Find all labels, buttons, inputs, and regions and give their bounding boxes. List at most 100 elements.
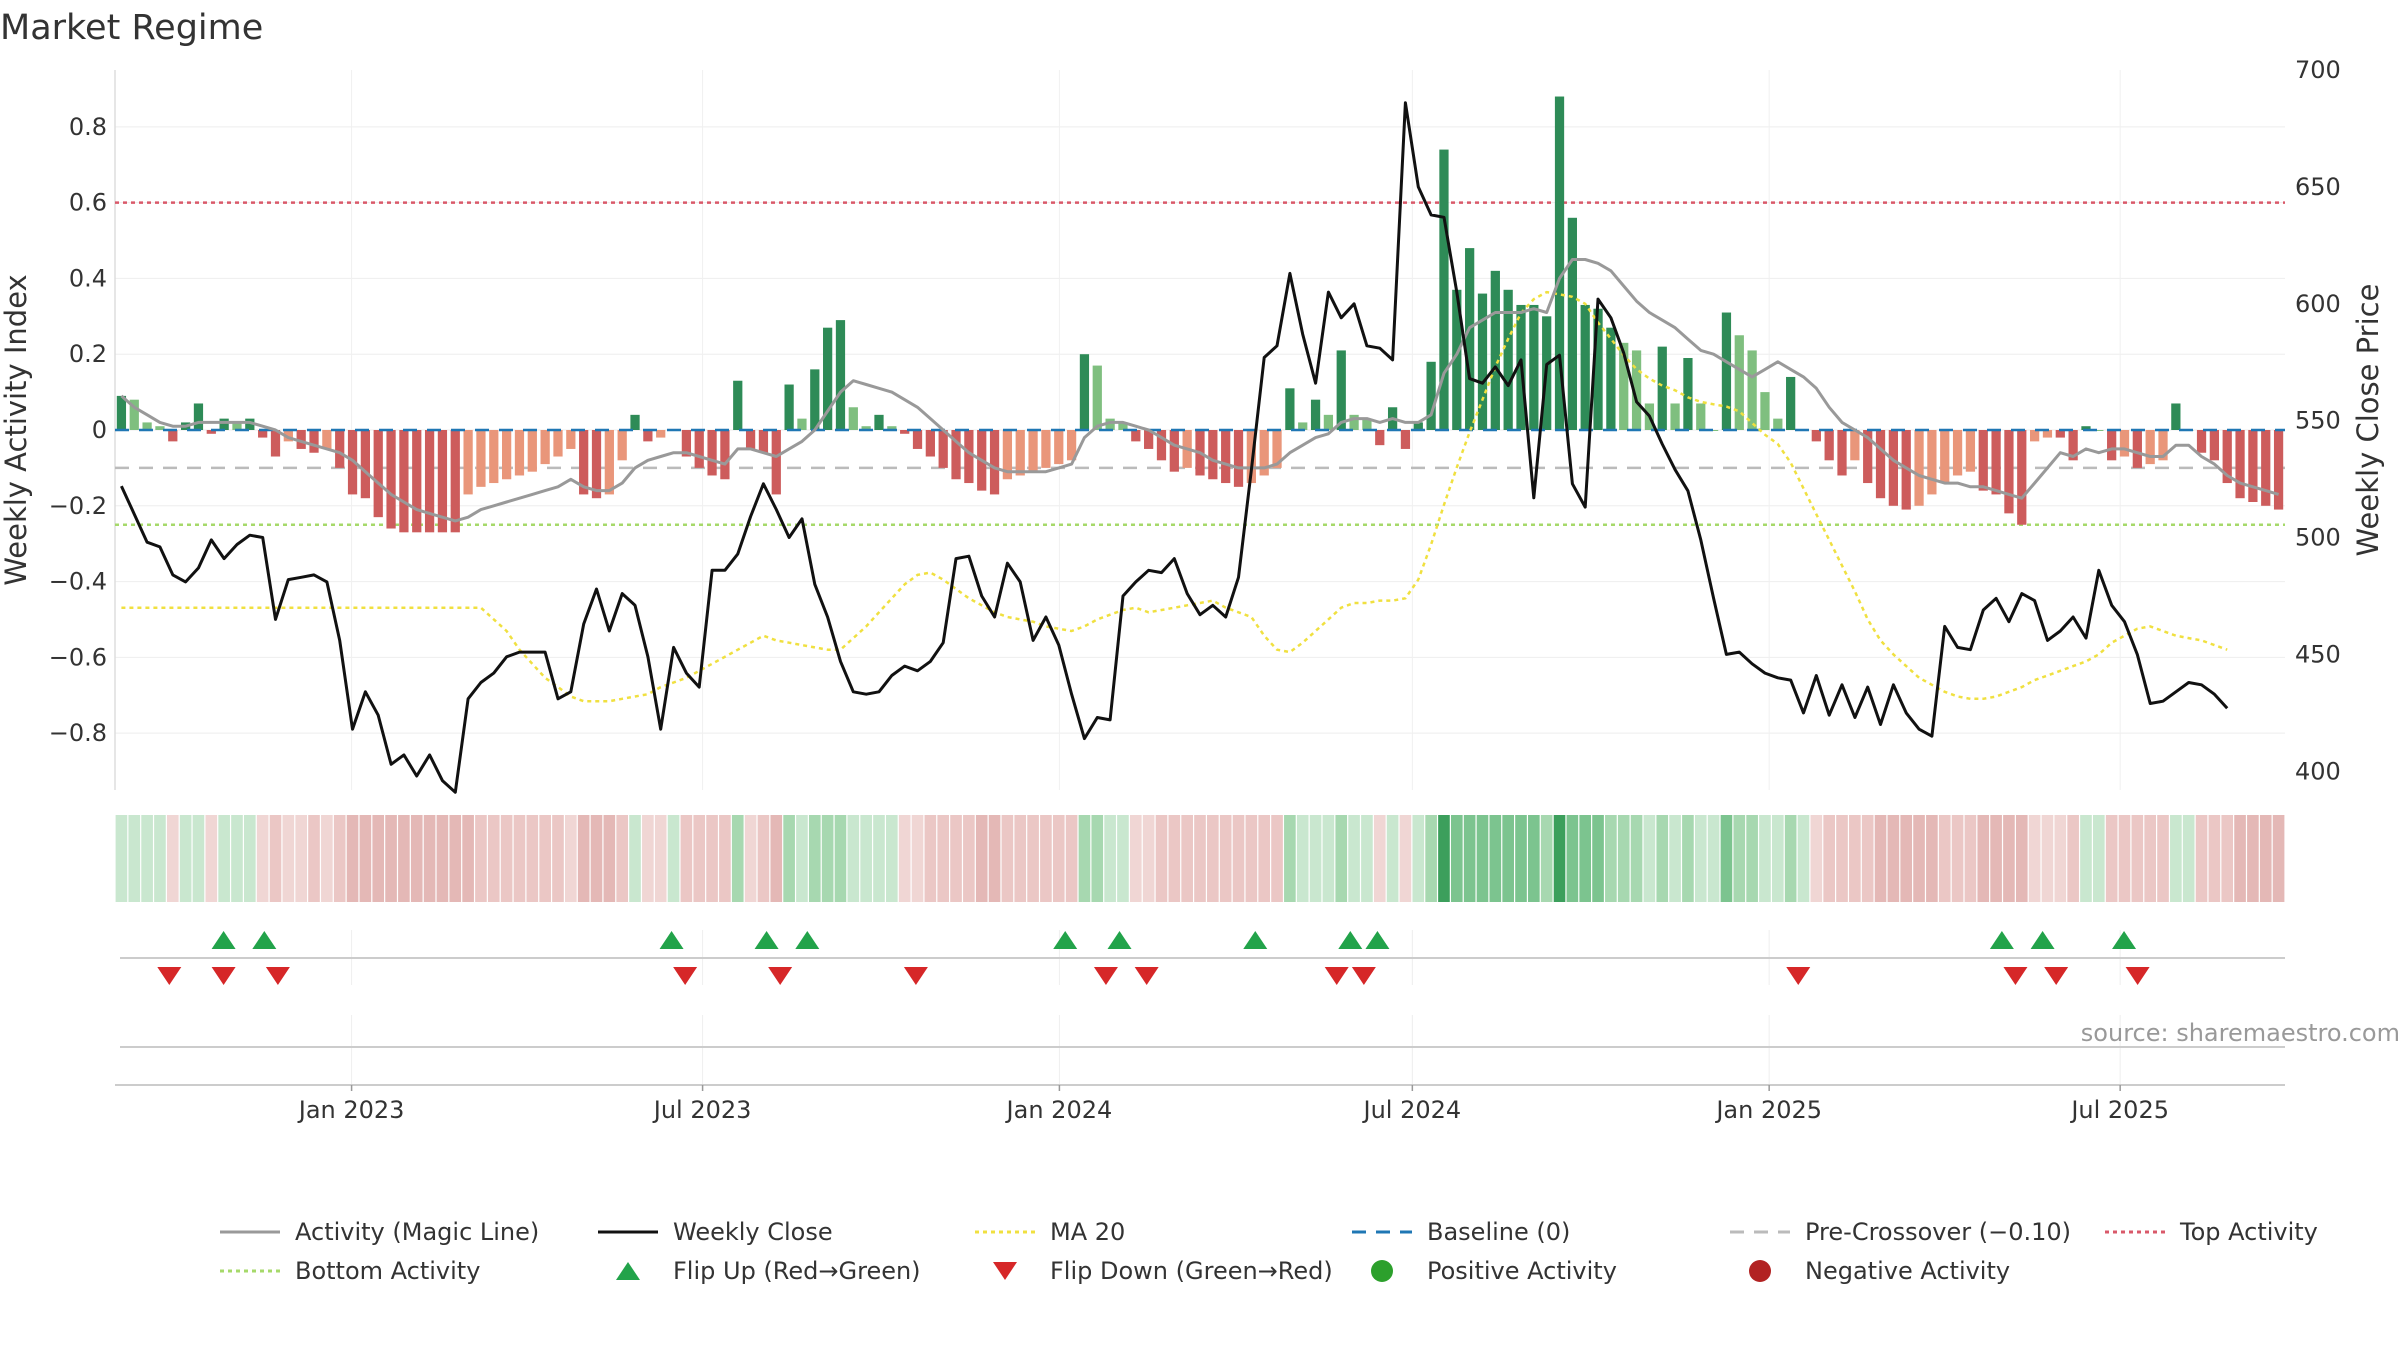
regime-strip-cell <box>1348 815 1360 902</box>
regime-strip-cell <box>1990 815 2002 902</box>
regime-strip-cell <box>359 815 372 902</box>
activity-bar <box>784 384 794 430</box>
regime-strip-cell <box>2195 815 2208 902</box>
regime-strip-cell <box>937 815 950 902</box>
regime-strip-cell <box>1797 815 1810 902</box>
activity-bar <box>399 430 409 533</box>
activity-bar <box>1169 430 1179 472</box>
regime-strip-cell <box>1964 815 1977 902</box>
activity-bar <box>2209 430 2220 461</box>
activity-bar <box>1554 96 1565 431</box>
activity-bar <box>322 430 332 449</box>
regime-strip-cell <box>333 815 346 902</box>
activity-bar <box>1092 365 1102 430</box>
regime-strip-cell <box>642 815 654 902</box>
regime-strip-cell <box>1951 815 1964 902</box>
activity-bar <box>758 430 769 453</box>
x-tick-label: Jan 2025 <box>1714 1096 1822 1124</box>
activity-bar <box>437 430 448 533</box>
y-tick-label: 0.4 <box>69 264 107 292</box>
regime-strip-cell <box>744 815 757 902</box>
activity-bar <box>245 418 255 430</box>
flip-down-marker <box>211 967 236 985</box>
regime-strip-cell <box>2259 815 2272 902</box>
activity-bar <box>116 395 127 430</box>
y2-tick-label: 500 <box>2295 524 2341 552</box>
y-tick-label: −0.8 <box>49 719 107 747</box>
activity-bar <box>1375 430 1385 446</box>
regime-strip-cell <box>1669 815 1681 902</box>
activity-bar <box>2235 430 2245 499</box>
regime-strip-cell <box>565 815 577 902</box>
activity-bar <box>1734 335 1744 430</box>
regime-strip-cell <box>462 815 474 902</box>
regime-strip-cell <box>1450 815 1463 902</box>
activity-bar <box>1310 399 1321 430</box>
regime-strip-cell <box>1463 815 1476 902</box>
y-tick-label: 0 <box>92 416 107 444</box>
activity-bar <box>566 430 576 449</box>
activity-bar <box>2119 430 2130 457</box>
y-axis-title: Weekly Activity Index <box>0 274 33 585</box>
activity-bar <box>1901 430 1911 510</box>
activity-bar <box>912 430 923 449</box>
regime-strip-cell <box>513 815 526 902</box>
activity-bar <box>1079 354 1090 430</box>
regime-strip-cell <box>1373 815 1386 902</box>
activity-bar <box>1593 308 1603 430</box>
regime-strip-cell <box>526 815 539 902</box>
regime-strip-cell <box>154 815 166 902</box>
activity-bar <box>1233 430 1244 487</box>
activity-bar <box>335 430 345 468</box>
regime-strip-cell <box>1001 815 1014 902</box>
legend-item: Bottom Activity <box>220 1257 480 1285</box>
regime-strip-cell <box>1823 815 1835 902</box>
regime-strip-cell <box>487 815 500 902</box>
activity-bar <box>450 430 460 533</box>
regime-strip-cell <box>1926 815 1938 902</box>
legend-label: Positive Activity <box>1427 1257 1617 1285</box>
activity-bar <box>1426 361 1436 430</box>
regime-strip-cell <box>436 815 449 902</box>
regime-strip-cell <box>796 815 808 902</box>
activity-bar <box>1875 430 1886 499</box>
y2-tick-label: 650 <box>2295 173 2341 201</box>
legend-item: Flip Up (Red→Green) <box>616 1257 921 1285</box>
regime-strip-cell <box>449 815 462 902</box>
regime-strip-cell <box>1849 815 1861 902</box>
activity-bar <box>502 430 512 480</box>
activity-bar <box>1323 414 1334 430</box>
activity-bar <box>168 430 178 442</box>
activity-bar <box>553 430 563 457</box>
flip-up-marker <box>1989 931 2014 949</box>
regime-strip-cell <box>2067 815 2079 902</box>
regime-strip-cell <box>808 815 821 902</box>
regime-strip-cell <box>385 815 397 902</box>
activity-bar <box>1362 418 1372 430</box>
activity-bar <box>707 430 717 476</box>
activity-bar <box>2158 430 2168 461</box>
activity-bar <box>2261 430 2271 506</box>
regime-strip-cell <box>1502 815 1514 902</box>
activity-bar <box>1965 430 1976 472</box>
magic-line <box>120 258 2280 523</box>
legend-item: Positive Activity <box>1371 1257 1617 1285</box>
activity-bar <box>1208 430 1218 480</box>
ma20-line <box>121 290 2228 703</box>
activity-bar <box>2029 430 2040 442</box>
regime-strip-cell <box>667 815 680 902</box>
activity-bar <box>2004 430 2014 514</box>
activity-bar <box>514 430 525 476</box>
activity-bar <box>1927 430 1937 495</box>
activity-bar <box>1503 289 1513 430</box>
activity-bar <box>925 430 935 457</box>
activity-bar <box>617 430 627 461</box>
regime-strip-cell <box>654 815 667 902</box>
regime-strip-cell <box>873 815 885 902</box>
legend-label: Bottom Activity <box>295 1257 480 1285</box>
activity-bar <box>142 422 152 430</box>
regime-strip-cell <box>1836 815 1848 902</box>
regime-strip-cell <box>308 815 320 902</box>
regime-strip-cell <box>2272 815 2285 902</box>
y-tick-label: 0.6 <box>69 189 107 217</box>
